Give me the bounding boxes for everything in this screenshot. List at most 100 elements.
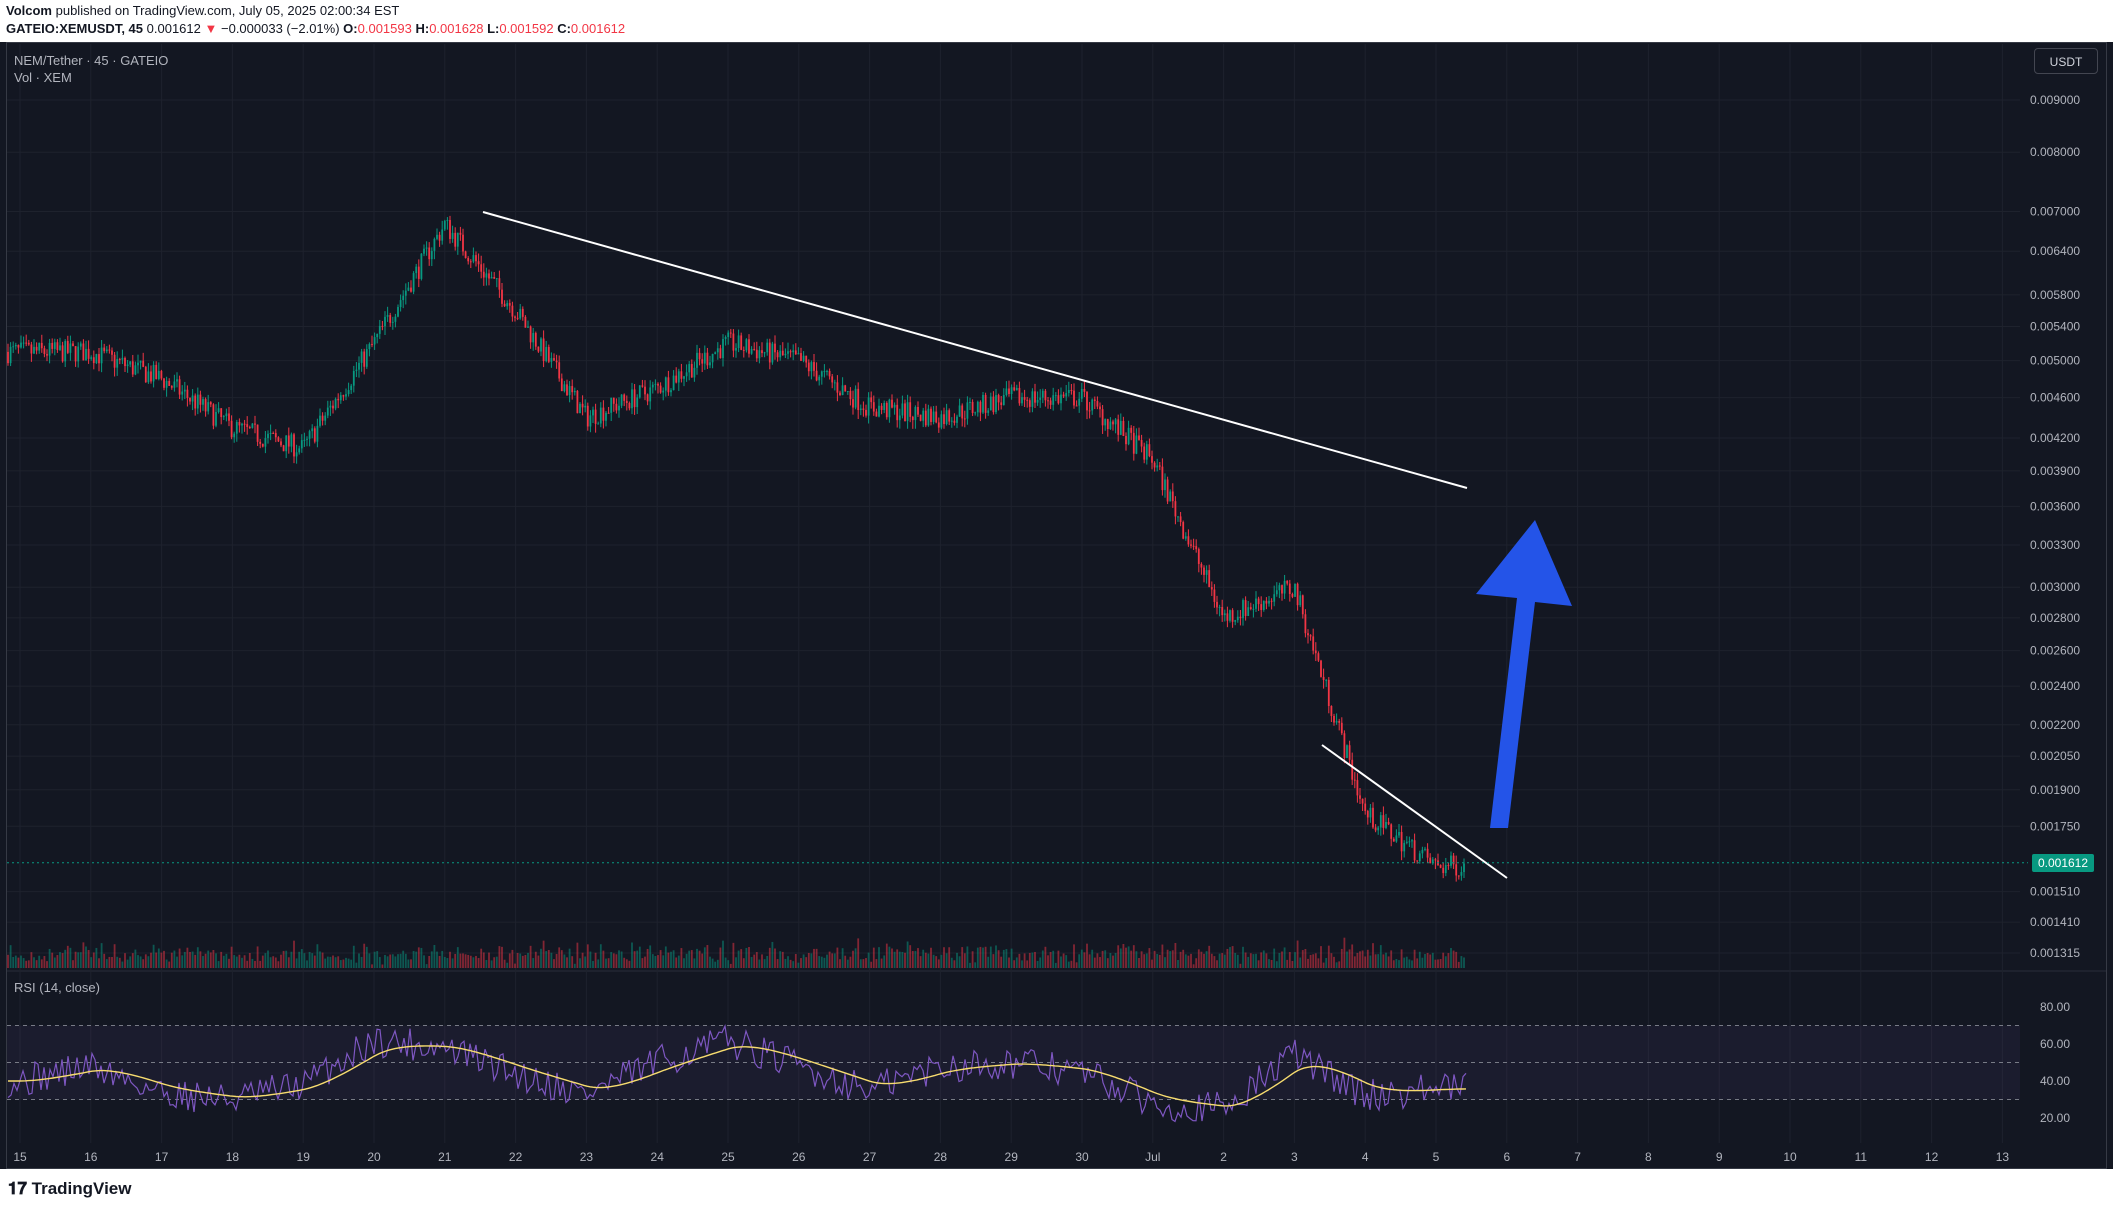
candle-body [222,416,225,418]
candle-body [953,420,956,423]
candle-body [69,343,72,353]
candle-body [914,407,917,421]
volume-bar [212,949,215,968]
candle-body [282,445,285,452]
volume-bar [636,950,639,968]
candle-body [768,342,771,363]
volume-bar [768,947,771,968]
candle-body [602,407,605,421]
low-label: L: [487,21,500,36]
rsi-legend[interactable]: RSI (14, close) [14,980,100,995]
candle-body [139,360,142,363]
volume-bar [1018,953,1021,968]
volume-bar [527,952,529,968]
volume-bar [20,955,22,968]
volume-bar [644,956,646,968]
volume-bar [1197,949,1200,968]
volume-bar [1054,962,1057,968]
volume-bar [1166,949,1169,968]
candle-body [935,411,938,423]
candle-body [937,422,940,428]
candle-body [319,415,321,426]
currency-button[interactable]: USDT [2034,48,2098,74]
price-tick-label: 0.005800 [2030,288,2080,302]
volume-bar [1273,948,1276,968]
volume-bar [160,952,163,968]
candle-body [105,349,108,352]
candle-body [1291,593,1294,597]
candle-body [1067,389,1070,394]
rsi-tick-label: 80.00 [2040,1000,2070,1014]
candle-body [1221,607,1224,616]
volume-bar [750,957,753,968]
volume-bar [1343,937,1346,968]
candle-body [740,335,743,350]
price-tick-label: 0.006400 [2030,244,2080,258]
volume-legend[interactable]: Vol · XEM [14,70,72,85]
volume-bar [1275,961,1278,968]
volume-bar [355,962,358,968]
candle-body [1041,390,1044,398]
candle-body [38,342,41,351]
candle-body [1327,679,1330,706]
volume-bar [207,950,210,968]
volume-bar [423,955,425,968]
candle-body [209,402,212,405]
volume-bar [98,958,100,968]
candle-body [1184,536,1187,539]
candle-body [1052,395,1055,405]
current-price-tag: 0.001612 [2032,854,2094,872]
volume-bar [1200,951,1203,968]
candle-body [997,395,1000,403]
volume-bar [716,959,719,968]
candle-body [98,354,100,364]
volume-bar [1177,959,1179,968]
volume-bar [410,959,412,968]
volume-bar [1307,958,1309,968]
candle-body [295,452,298,457]
volume-bar [469,955,472,968]
candle-body [308,431,311,439]
candle-body [25,342,28,344]
volume-bar [667,952,670,968]
candle-body [1353,779,1356,781]
candle-body [1195,546,1198,550]
candle-body [469,261,472,263]
volume-bar [1424,953,1426,968]
rsi-line [7,1024,1467,1123]
candle-body [1356,780,1359,796]
candle-body [1400,831,1403,852]
main-legend-title[interactable]: NEM/Tether · 45 · GATEIO [14,53,169,68]
candle-body [979,401,982,413]
price-tick-label: 0.002600 [2030,644,2080,658]
candle-body [857,388,860,411]
candle-body [373,337,376,345]
candle-body [215,412,217,426]
candle-body [1208,570,1211,588]
candle-body [1408,841,1411,843]
volume-bar [576,942,579,968]
candle-body [753,348,756,350]
volume-bar [378,957,381,968]
volume-bar [1377,954,1380,968]
volume-bar [272,956,275,968]
volume-bar [1257,960,1260,968]
volume-bar [919,956,922,968]
publisher-name[interactable]: Volcom [6,3,52,18]
tradingview-logo[interactable]: 𝟏𝟕 TradingView [8,1179,131,1199]
volume-bar [295,958,298,968]
volume-bar [776,959,779,968]
candle-body [1455,864,1458,876]
volume-bar [1312,954,1315,968]
candle-body [662,390,665,393]
candle-body [901,403,904,416]
volume-bar [420,947,423,968]
volume-bar [51,952,54,968]
rsi-ma-line [8,1045,1467,1107]
candle-body [456,232,459,247]
volume-bar [1083,952,1086,968]
volume-bar [826,954,828,968]
candle-body [12,346,15,348]
candle-body [402,295,405,301]
